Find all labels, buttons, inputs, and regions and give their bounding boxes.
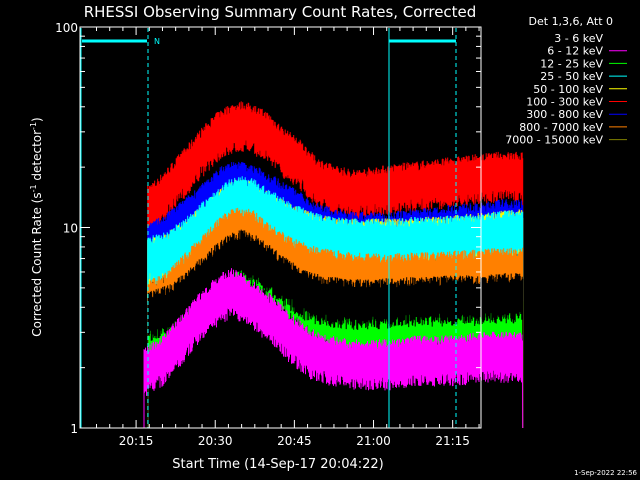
legend-header: Det 1,3,6, Att 0 xyxy=(529,15,613,28)
x-tick-label-3: 21:00 xyxy=(356,434,391,448)
series-line-7 xyxy=(143,268,524,429)
x-tick-label-1: 20:30 xyxy=(198,434,233,448)
night-marker-label: N xyxy=(154,37,160,46)
y-axis-label-end: ) xyxy=(30,117,44,122)
legend-label-4: 50 - 100 keV xyxy=(533,83,603,96)
y-axis-label: Corrected Count Rate (s-1 detector-1) xyxy=(29,117,44,336)
series-line-0 xyxy=(147,101,524,429)
legend-label-8: 7000 - 15000 keV xyxy=(505,134,603,147)
legend-label-2: 12 - 25 keV xyxy=(540,57,603,70)
axes: 1 10 100 20:15 20:30 20:45 21:00 21:15 xyxy=(55,21,481,448)
x-tick-label-2: 20:45 xyxy=(277,434,312,448)
y-axis-label-sup2: -1 xyxy=(29,122,38,130)
legend-label-5: 100 - 300 keV xyxy=(526,96,603,109)
legend-label-3: 25 - 50 keV xyxy=(540,70,603,83)
y-axis-label-sup1: -1 xyxy=(29,184,38,192)
series-line-6 xyxy=(147,229,524,429)
series-layer xyxy=(143,101,524,429)
orbit-markers: N xyxy=(80,28,457,428)
legend-label-1: 6 - 12 keV xyxy=(547,45,603,58)
y-tick-label-0: 1 xyxy=(70,422,78,436)
y-tick-label-2: 100 xyxy=(55,21,78,35)
chart-title: RHESSI Observing Summary Count Rates, Co… xyxy=(84,3,477,21)
footer-timestamp: 1-Sep-2022 22:56 xyxy=(574,469,637,477)
x-axis-label: Start Time (14-Sep-17 20:04:22) xyxy=(172,457,383,472)
x-tick-label-4: 21:15 xyxy=(435,434,470,448)
y-axis-label-mid: detector xyxy=(30,130,44,185)
series-line-3 xyxy=(147,176,524,429)
legend-label-6: 300 - 800 keV xyxy=(526,108,603,121)
legend-label-7: 800 - 7000 keV xyxy=(519,121,603,134)
x-tick-label-0: 20:15 xyxy=(119,434,154,448)
legend-label-0: 3 - 6 keV xyxy=(554,32,603,45)
y-tick-label-1: 10 xyxy=(63,222,78,236)
y-axis-label-main: Corrected Count Rate (s xyxy=(30,192,44,336)
